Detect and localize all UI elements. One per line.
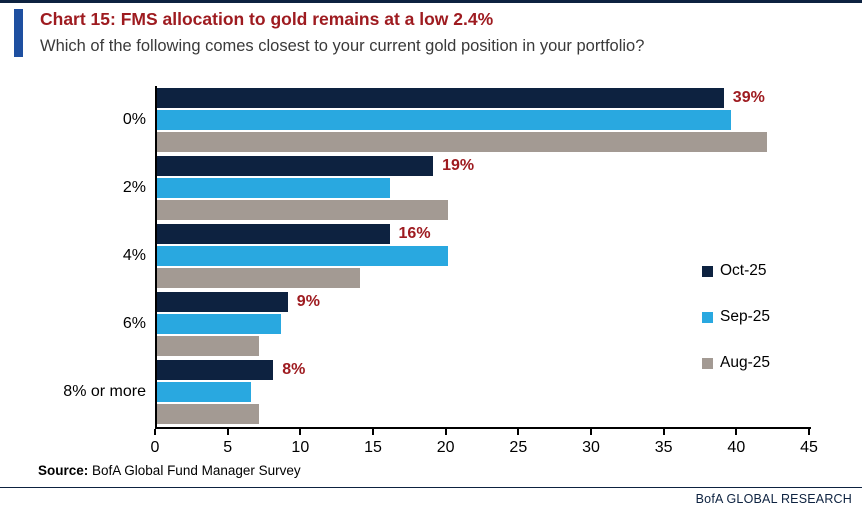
tick-label: 45 [800, 439, 818, 456]
bar-row: 8% [157, 360, 811, 380]
bar-row: 9% [157, 292, 811, 312]
category-label: 0% [122, 111, 146, 128]
bar-value-label: 8% [282, 361, 306, 378]
bar-sep-25 [157, 246, 448, 266]
tick-label: 5 [223, 439, 233, 456]
bar-sep-25 [157, 110, 732, 130]
source-note: Source: BofA Global Fund Manager Survey [38, 463, 301, 478]
legend-label: Oct-25 [720, 262, 767, 279]
category-label: 6% [122, 315, 146, 332]
legend-swatch-sep-25 [702, 311, 713, 323]
tick-mark [226, 429, 229, 435]
tick-label: 20 [436, 439, 455, 456]
title-accent-bar [14, 9, 23, 57]
bar-group: 39% [157, 86, 811, 154]
bar-sep-25 [157, 178, 390, 198]
tick-label: 10 [291, 439, 310, 456]
bar-aug-25 [157, 200, 448, 220]
legend-item: Sep-25 [702, 308, 770, 326]
bar-group: 8% [157, 358, 811, 426]
legend: Oct-25 Sep-25 Aug-25 [702, 262, 770, 400]
bar-row [157, 268, 811, 288]
bar-group: 16% [157, 222, 811, 290]
bar-value-label: 39% [732, 89, 765, 106]
tick-mark [517, 429, 520, 435]
plot-area: 39% 19% 16% 9% 8% [155, 86, 811, 429]
bar-row [157, 314, 811, 334]
bar-value-label: 16% [398, 225, 431, 242]
category-label: 2% [122, 179, 146, 196]
bar-aug-25 [157, 404, 259, 424]
bar-row [157, 110, 811, 130]
bar-aug-25 [157, 336, 259, 356]
bar-row: 16% [157, 224, 811, 244]
bar-row [157, 382, 811, 402]
branding-rule [0, 487, 862, 488]
bar-group: 9% [157, 290, 811, 358]
legend-item: Aug-25 [702, 354, 770, 372]
bar-oct-25 [157, 292, 288, 312]
tick-label: 25 [509, 439, 528, 456]
tick-label: 15 [364, 439, 382, 456]
legend-item: Oct-25 [702, 262, 770, 280]
bar-row [157, 336, 811, 356]
bar-oct-25 [157, 360, 274, 380]
x-axis: 0 5 10 15 20 25 30 35 40 45 [151, 429, 818, 469]
bar-row [157, 178, 811, 198]
tick-mark [662, 429, 665, 435]
bar-row [157, 246, 811, 266]
source-label: Source: [38, 463, 89, 478]
tick-mark [735, 429, 738, 435]
legend-label: Aug-25 [720, 354, 770, 371]
tick-mark [154, 429, 156, 435]
bar-aug-25 [157, 132, 768, 152]
tick-label: 35 [654, 439, 673, 456]
bar-oct-25 [157, 156, 434, 176]
category-label: 4% [122, 247, 146, 264]
bar-row [157, 200, 811, 220]
legend-swatch-oct-25 [702, 265, 713, 277]
tick-mark [372, 429, 374, 435]
chart-subtitle: Which of the following comes closest to … [40, 37, 645, 55]
chart-title: Chart 15: FMS allocation to gold remains… [40, 9, 494, 29]
legend-label: Sep-25 [720, 308, 770, 325]
category-label: 8% or more [63, 383, 146, 400]
bar-sep-25 [157, 382, 252, 402]
tick-label: 0 [150, 439, 160, 456]
source-text: BofA Global Fund Manager Survey [88, 463, 301, 478]
bar-value-label: 19% [442, 157, 475, 174]
tick-mark [299, 429, 302, 435]
bar-aug-25 [157, 268, 361, 288]
branding-text: BofA GLOBAL RESEARCH [695, 492, 852, 506]
bar-group: 19% [157, 154, 811, 222]
tick-mark [444, 429, 447, 435]
bar-sep-25 [157, 314, 281, 334]
bar-oct-25 [157, 224, 390, 244]
bar-row [157, 404, 811, 424]
legend-swatch-aug-25 [702, 357, 713, 369]
tick-mark [808, 429, 810, 435]
bar-value-label: 9% [296, 293, 320, 310]
tick-mark [590, 429, 592, 435]
top-border [0, 0, 862, 3]
bar-row [157, 132, 811, 152]
tick-label: 30 [582, 439, 600, 456]
bar-oct-25 [157, 88, 724, 108]
bar-row: 19% [157, 156, 811, 176]
bar-row: 39% [157, 88, 811, 108]
tick-label: 40 [727, 439, 746, 456]
bar-chart: 39% 19% 16% 9% 8% 0 5 10 15 20 25 30 35 40 45 Oct-25 S… [0, 86, 862, 456]
